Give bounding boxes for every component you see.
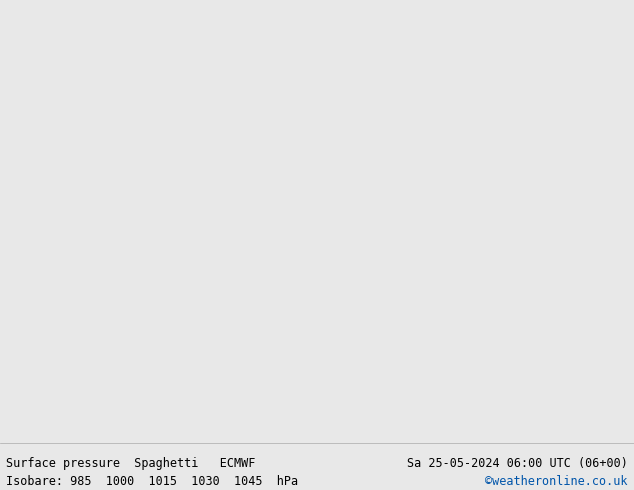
Text: ©weatheronline.co.uk: ©weatheronline.co.uk [485,475,628,488]
Text: Surface pressure  Spaghetti   ECMWF: Surface pressure Spaghetti ECMWF [6,458,256,470]
Text: Sa 25-05-2024 06:00 UTC (06+00): Sa 25-05-2024 06:00 UTC (06+00) [407,458,628,470]
Text: Isobare: 985  1000  1015  1030  1045  hPa: Isobare: 985 1000 1015 1030 1045 hPa [6,475,299,488]
